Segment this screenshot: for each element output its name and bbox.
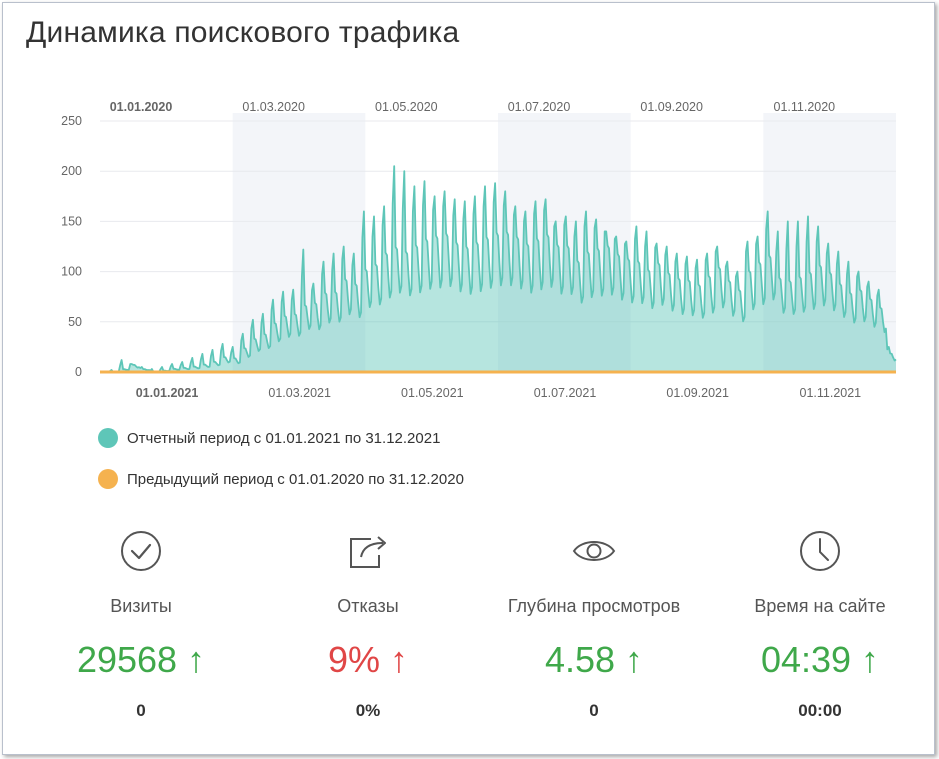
y-tick-label: 100 xyxy=(61,265,82,279)
y-tick-label: 0 xyxy=(75,365,82,379)
bottom-tick-label: 01.11.2021 xyxy=(800,386,862,400)
kpi-previous-value: 0% xyxy=(355,701,381,720)
series-layer xyxy=(100,165,897,374)
page-title: Динамика поискового трафика xyxy=(26,16,460,49)
kpi-label: Время на сайте xyxy=(754,596,886,616)
kpi-label: Глубина просмотров xyxy=(507,596,681,616)
kpi-value: 29568 ↑ xyxy=(76,639,206,680)
kpi-value: 9% ↑ xyxy=(327,639,409,680)
bottom-tick-label: 01.01.2021 xyxy=(136,386,199,400)
bottom-tick-label: 01.03.2021 xyxy=(268,386,331,400)
top-axis-ticks: 01.01.2020 01.03.2020 01.05.2020 01.07.2020… xyxy=(110,100,835,114)
kpi-bounces: Отказы 9% ↑ 0% xyxy=(268,528,468,721)
bottom-tick-label: 01.07.2021 xyxy=(534,386,597,400)
legend-item-current[interactable]: Отчетный период с 01.01.2021 по 31.12.20… xyxy=(98,428,440,448)
y-axis-ticks: 0 50 100 150 200 250 xyxy=(61,114,82,379)
legend-label-previous: Предыдущий период с 01.01.2020 по 31.12.… xyxy=(127,470,464,488)
legend-dot-current xyxy=(98,428,118,448)
kpi-previous-value: 0 xyxy=(589,701,599,720)
kpi-value: 04:39 ↑ xyxy=(760,639,880,680)
bottom-tick-label: 01.05.2021 xyxy=(401,386,464,400)
eye-icon xyxy=(494,528,694,574)
clock-icon xyxy=(720,528,920,574)
kpi-value: 4.58 ↑ xyxy=(544,639,644,680)
kpi-depth: Глубина просмотров 4.58 ↑ 0 xyxy=(494,528,694,721)
kpi-previous-value: 00:00 xyxy=(798,701,842,720)
y-tick-label: 50 xyxy=(68,315,82,329)
top-tick-label: 01.05.2020 xyxy=(375,100,438,114)
top-tick-label: 01.07.2020 xyxy=(508,100,571,114)
series-line-current xyxy=(100,165,897,373)
month-bands xyxy=(232,113,896,372)
top-tick-label: 01.03.2020 xyxy=(242,100,305,114)
kpi-time-on-site: Время на сайте 04:39 ↑ 00:00 xyxy=(720,528,920,721)
y-tick-label: 150 xyxy=(61,214,82,228)
bottom-axis-ticks: 01.01.2021 01.03.2021 01.05.2021 01.07.2021… xyxy=(136,386,861,400)
kpi-previous-value: 0 xyxy=(136,701,146,720)
y-tick-label: 250 xyxy=(61,114,82,128)
kpi-label: Отказы xyxy=(337,596,399,616)
month-band xyxy=(763,113,896,372)
kpi-label: Визиты xyxy=(110,596,172,616)
series-area-current xyxy=(100,166,896,372)
top-tick-label: 01.01.2020 xyxy=(110,100,173,114)
kpi-visits: Визиты 29568 ↑ 0 xyxy=(41,528,241,721)
y-tick-label: 200 xyxy=(61,164,82,178)
legend-label-current: Отчетный период с 01.01.2021 по 31.12.20… xyxy=(127,429,441,447)
top-tick-label: 01.11.2020 xyxy=(774,100,836,114)
top-tick-label: 01.09.2020 xyxy=(640,100,703,114)
check-circle-icon xyxy=(41,528,241,574)
share-box-icon xyxy=(268,528,468,574)
month-band xyxy=(232,113,366,372)
legend-item-previous[interactable]: Предыдущий период с 01.01.2020 по 31.12.… xyxy=(98,469,464,489)
legend-dot-previous xyxy=(98,469,118,489)
bottom-tick-label: 01.09.2021 xyxy=(666,386,729,400)
